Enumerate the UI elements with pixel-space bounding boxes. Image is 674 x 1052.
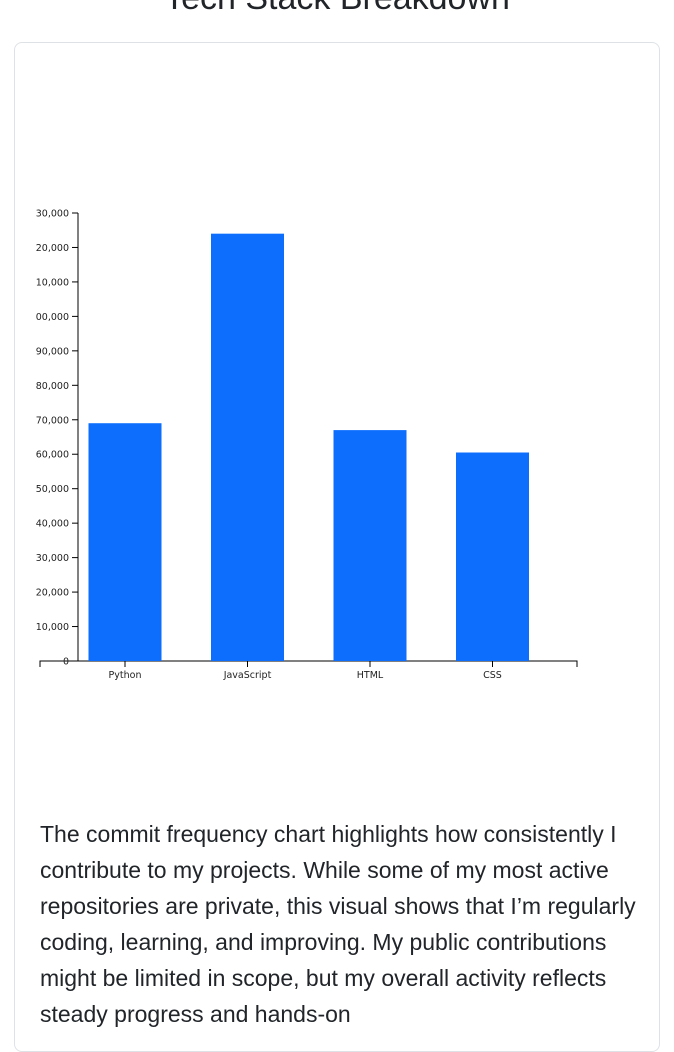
bar-javascript (211, 233, 284, 661)
bar-chart: 0 10,000 20,000 30,000 40,000 50,000 60,000 70,… (36, 209, 578, 681)
bar-python (88, 423, 162, 661)
y-tick-label: 50,000 (36, 484, 69, 495)
x-axis-line (39, 660, 578, 667)
y-tick-label: 20,000 (36, 588, 69, 599)
y-tick-label: 10,000 (36, 277, 69, 288)
y-tick-label: 00,000 (36, 312, 69, 323)
y-tick-label: 80,000 (36, 381, 69, 392)
y-tick-label: 20,000 (36, 243, 69, 254)
y-tick-label: 0 (63, 657, 69, 668)
y-tick-label: 60,000 (36, 450, 69, 461)
y-tick-label: 90,000 (36, 346, 69, 357)
x-tick-label: HTML (357, 670, 384, 681)
y-tick-label: 10,000 (36, 622, 69, 633)
bar-html (333, 430, 407, 661)
page-title: Tech Stack Breakdown (0, 0, 674, 18)
x-tick-label: CSS (483, 670, 502, 681)
y-tick-label: 30,000 (36, 209, 69, 220)
y-tick-label: 30,000 (36, 553, 69, 564)
x-tick-label: JavaScript (223, 670, 272, 681)
y-tick-label: 40,000 (36, 519, 69, 530)
chart-description: The commit frequency chart highlights ho… (40, 821, 636, 1027)
bar-css (456, 452, 529, 661)
x-tick-label: Python (109, 670, 142, 681)
y-tick-label: 70,000 (36, 415, 69, 426)
